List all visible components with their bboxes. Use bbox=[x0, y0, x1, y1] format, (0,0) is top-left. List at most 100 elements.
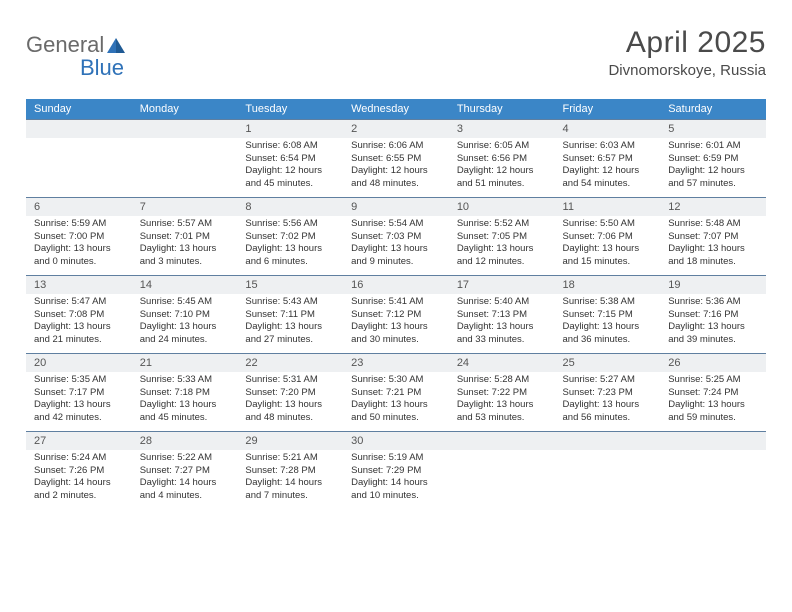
calendar-day-cell: 16Sunrise: 5:41 AMSunset: 7:12 PMDayligh… bbox=[343, 276, 449, 354]
day-number: 6 bbox=[26, 198, 132, 216]
calendar-day-cell: 8Sunrise: 5:56 AMSunset: 7:02 PMDaylight… bbox=[237, 198, 343, 276]
day-number: 28 bbox=[132, 432, 238, 450]
calendar-day-cell: 18Sunrise: 5:38 AMSunset: 7:15 PMDayligh… bbox=[555, 276, 661, 354]
day-body: Sunrise: 6:03 AMSunset: 6:57 PMDaylight:… bbox=[555, 138, 661, 194]
day-body bbox=[660, 450, 766, 500]
day-line: Sunset: 7:00 PM bbox=[34, 231, 124, 244]
day-body: Sunrise: 5:57 AMSunset: 7:01 PMDaylight:… bbox=[132, 216, 238, 272]
day-line: Sunrise: 5:48 AM bbox=[668, 218, 758, 231]
day-number: 18 bbox=[555, 276, 661, 294]
day-body: Sunrise: 5:54 AMSunset: 7:03 PMDaylight:… bbox=[343, 216, 449, 272]
day-line: and 2 minutes. bbox=[34, 490, 124, 503]
day-line: Sunrise: 6:01 AM bbox=[668, 140, 758, 153]
calendar-day-cell: 3Sunrise: 6:05 AMSunset: 6:56 PMDaylight… bbox=[449, 120, 555, 198]
calendar-day-cell: 28Sunrise: 5:22 AMSunset: 7:27 PMDayligh… bbox=[132, 432, 238, 510]
day-line: Sunrise: 5:31 AM bbox=[245, 374, 335, 387]
day-line: and 57 minutes. bbox=[668, 178, 758, 191]
day-line: Sunset: 7:17 PM bbox=[34, 387, 124, 400]
day-line: Daylight: 13 hours bbox=[563, 243, 653, 256]
weekday-header-row: Sunday Monday Tuesday Wednesday Thursday… bbox=[26, 99, 766, 120]
day-line: and 3 minutes. bbox=[140, 256, 230, 269]
day-number: 22 bbox=[237, 354, 343, 372]
day-line: Daylight: 12 hours bbox=[668, 165, 758, 178]
calendar-day-cell: 9Sunrise: 5:54 AMSunset: 7:03 PMDaylight… bbox=[343, 198, 449, 276]
day-line: and 27 minutes. bbox=[245, 334, 335, 347]
calendar-day-cell: 21Sunrise: 5:33 AMSunset: 7:18 PMDayligh… bbox=[132, 354, 238, 432]
day-line: Sunset: 6:56 PM bbox=[457, 153, 547, 166]
day-line: Sunrise: 5:43 AM bbox=[245, 296, 335, 309]
day-line: Sunrise: 5:27 AM bbox=[563, 374, 653, 387]
day-line: Sunset: 7:20 PM bbox=[245, 387, 335, 400]
day-line: and 48 minutes. bbox=[245, 412, 335, 425]
day-line: Daylight: 13 hours bbox=[351, 243, 441, 256]
day-line: and 51 minutes. bbox=[457, 178, 547, 191]
day-line: and 18 minutes. bbox=[668, 256, 758, 269]
day-line: and 15 minutes. bbox=[563, 256, 653, 269]
day-number: 30 bbox=[343, 432, 449, 450]
day-body: Sunrise: 5:33 AMSunset: 7:18 PMDaylight:… bbox=[132, 372, 238, 428]
calendar-week-row: 13Sunrise: 5:47 AMSunset: 7:08 PMDayligh… bbox=[26, 276, 766, 354]
day-line: and 10 minutes. bbox=[351, 490, 441, 503]
day-line: Sunset: 6:57 PM bbox=[563, 153, 653, 166]
day-line: Daylight: 13 hours bbox=[457, 399, 547, 412]
weekday-header: Saturday bbox=[660, 99, 766, 120]
day-line: Sunrise: 5:57 AM bbox=[140, 218, 230, 231]
calendar-day-cell: 26Sunrise: 5:25 AMSunset: 7:24 PMDayligh… bbox=[660, 354, 766, 432]
day-line: Daylight: 13 hours bbox=[140, 399, 230, 412]
day-line: and 30 minutes. bbox=[351, 334, 441, 347]
day-number: 4 bbox=[555, 120, 661, 138]
day-line: and 7 minutes. bbox=[245, 490, 335, 503]
day-line: Daylight: 14 hours bbox=[245, 477, 335, 490]
day-line: Sunrise: 6:08 AM bbox=[245, 140, 335, 153]
calendar-day-cell: 1Sunrise: 6:08 AMSunset: 6:54 PMDaylight… bbox=[237, 120, 343, 198]
day-line: and 9 minutes. bbox=[351, 256, 441, 269]
day-body: Sunrise: 5:56 AMSunset: 7:02 PMDaylight:… bbox=[237, 216, 343, 272]
day-line: and 56 minutes. bbox=[563, 412, 653, 425]
logo-mark-icon bbox=[106, 36, 126, 54]
day-number: 23 bbox=[343, 354, 449, 372]
day-line: Daylight: 13 hours bbox=[351, 399, 441, 412]
day-line: Sunset: 7:03 PM bbox=[351, 231, 441, 244]
day-body: Sunrise: 6:06 AMSunset: 6:55 PMDaylight:… bbox=[343, 138, 449, 194]
day-line: Daylight: 12 hours bbox=[563, 165, 653, 178]
day-line: Daylight: 14 hours bbox=[351, 477, 441, 490]
day-body bbox=[449, 450, 555, 500]
day-number bbox=[449, 432, 555, 450]
day-body: Sunrise: 5:52 AMSunset: 7:05 PMDaylight:… bbox=[449, 216, 555, 272]
day-line: Sunset: 7:22 PM bbox=[457, 387, 547, 400]
day-number: 15 bbox=[237, 276, 343, 294]
day-body: Sunrise: 5:59 AMSunset: 7:00 PMDaylight:… bbox=[26, 216, 132, 272]
day-line: Sunrise: 5:56 AM bbox=[245, 218, 335, 231]
day-number bbox=[660, 432, 766, 450]
day-line: Daylight: 13 hours bbox=[245, 321, 335, 334]
day-line: Daylight: 14 hours bbox=[140, 477, 230, 490]
calendar-day-cell: 25Sunrise: 5:27 AMSunset: 7:23 PMDayligh… bbox=[555, 354, 661, 432]
day-body bbox=[555, 450, 661, 500]
day-number: 3 bbox=[449, 120, 555, 138]
calendar-day-cell: 15Sunrise: 5:43 AMSunset: 7:11 PMDayligh… bbox=[237, 276, 343, 354]
day-body: Sunrise: 5:28 AMSunset: 7:22 PMDaylight:… bbox=[449, 372, 555, 428]
calendar-day-cell: 29Sunrise: 5:21 AMSunset: 7:28 PMDayligh… bbox=[237, 432, 343, 510]
calendar-day-cell: 20Sunrise: 5:35 AMSunset: 7:17 PMDayligh… bbox=[26, 354, 132, 432]
day-line: Sunrise: 5:24 AM bbox=[34, 452, 124, 465]
day-body: Sunrise: 5:19 AMSunset: 7:29 PMDaylight:… bbox=[343, 450, 449, 506]
day-body: Sunrise: 5:25 AMSunset: 7:24 PMDaylight:… bbox=[660, 372, 766, 428]
calendar-day-cell: 13Sunrise: 5:47 AMSunset: 7:08 PMDayligh… bbox=[26, 276, 132, 354]
day-line: and 0 minutes. bbox=[34, 256, 124, 269]
day-line: and 24 minutes. bbox=[140, 334, 230, 347]
day-line: Sunset: 7:16 PM bbox=[668, 309, 758, 322]
day-line: Daylight: 13 hours bbox=[34, 321, 124, 334]
calendar-week-row: 6Sunrise: 5:59 AMSunset: 7:00 PMDaylight… bbox=[26, 198, 766, 276]
day-number: 19 bbox=[660, 276, 766, 294]
title-block: April 2025 Divnomorskoye, Russia bbox=[608, 26, 766, 79]
weekday-header: Sunday bbox=[26, 99, 132, 120]
calendar-day-cell: 4Sunrise: 6:03 AMSunset: 6:57 PMDaylight… bbox=[555, 120, 661, 198]
day-line: Sunset: 7:07 PM bbox=[668, 231, 758, 244]
day-line: Sunrise: 5:33 AM bbox=[140, 374, 230, 387]
day-line: Daylight: 13 hours bbox=[668, 243, 758, 256]
day-line: Daylight: 13 hours bbox=[563, 399, 653, 412]
day-line: Sunset: 7:23 PM bbox=[563, 387, 653, 400]
calendar-week-row: 27Sunrise: 5:24 AMSunset: 7:26 PMDayligh… bbox=[26, 432, 766, 510]
day-line: Sunrise: 5:45 AM bbox=[140, 296, 230, 309]
weekday-header: Tuesday bbox=[237, 99, 343, 120]
